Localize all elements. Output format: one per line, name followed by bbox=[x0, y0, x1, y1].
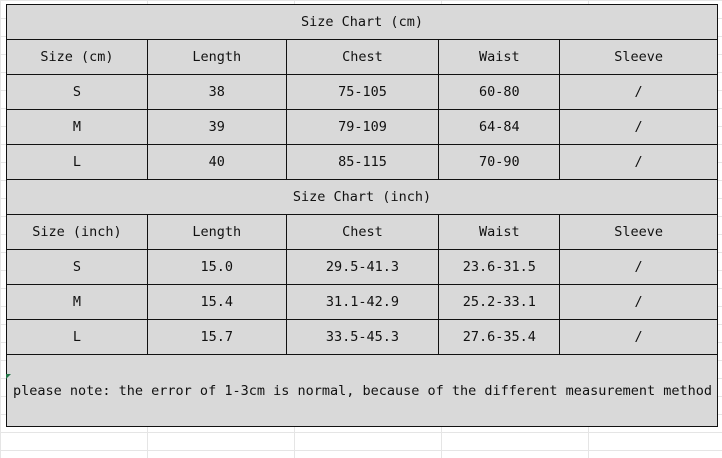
table-row: L 15.7 33.5-45.3 27.6-35.4/ bbox=[6, 319, 718, 355]
table-row: S 15.0 29.5-41.3 23.6-31.5/ bbox=[6, 249, 718, 285]
table-row: M 39 79-109 64-84/ bbox=[6, 109, 718, 145]
table-cell[interactable]: / bbox=[559, 74, 718, 110]
column-header[interactable]: Length bbox=[146, 39, 287, 75]
table-cell[interactable]: 25.2-33.1 bbox=[438, 284, 561, 320]
table-title[interactable]: Size Chart (inch) bbox=[6, 179, 718, 215]
header-row: Size (cm) Length Chest Waist Sleeve bbox=[6, 39, 718, 75]
table-cell[interactable]: 29.5-41.3 bbox=[285, 249, 440, 285]
table-cell[interactable]: 38 bbox=[146, 74, 287, 110]
header-row: Size (inch) Length Chest Waist Sleeve bbox=[6, 214, 718, 250]
table-cell[interactable]: 39 bbox=[146, 109, 287, 145]
table-cell[interactable]: / bbox=[559, 109, 718, 145]
title-row: Size Chart (cm) bbox=[6, 4, 718, 40]
note-text[interactable]: please note: the error of 1-3cm is norma… bbox=[6, 354, 718, 427]
table-cell[interactable]: 15.4 bbox=[146, 284, 287, 320]
table-cell[interactable]: S bbox=[6, 74, 148, 110]
table-cell[interactable]: / bbox=[559, 249, 718, 285]
table-cell[interactable]: L bbox=[6, 144, 148, 180]
table-cell[interactable]: / bbox=[559, 319, 718, 355]
column-header[interactable]: Chest bbox=[285, 214, 440, 250]
table-cell[interactable]: 15.0 bbox=[146, 249, 287, 285]
table-cell[interactable]: / bbox=[559, 144, 718, 180]
note-row: please note: the error of 1-3cm is norma… bbox=[6, 354, 718, 427]
column-header[interactable]: Size (inch) bbox=[6, 214, 148, 250]
column-header[interactable]: Length bbox=[146, 214, 287, 250]
table-cell[interactable]: 33.5-45.3 bbox=[285, 319, 440, 355]
table-cell[interactable]: 70-90 bbox=[438, 144, 561, 180]
table-cell[interactable]: 64-84 bbox=[438, 109, 561, 145]
table-cell[interactable]: 15.7 bbox=[146, 319, 287, 355]
cell-selection-marker bbox=[6, 374, 11, 379]
table-cell[interactable]: 75-105 bbox=[285, 74, 440, 110]
table-cell[interactable]: M bbox=[6, 284, 148, 320]
column-header[interactable]: Chest bbox=[285, 39, 440, 75]
table-cell[interactable]: L bbox=[6, 319, 148, 355]
table-cell[interactable]: / bbox=[559, 284, 718, 320]
table-cell[interactable]: 79-109 bbox=[285, 109, 440, 145]
size-chart-table: Size Chart (cm) Size (cm) Length Chest Waist… bbox=[6, 4, 718, 427]
column-header[interactable]: Size (cm) bbox=[6, 39, 148, 75]
table-row: S 38 75-105 60-80/ bbox=[6, 74, 718, 110]
table-cell[interactable]: 85-115 bbox=[285, 144, 440, 180]
column-header[interactable]: Sleeve bbox=[559, 214, 718, 250]
table-cell[interactable]: 60-80 bbox=[438, 74, 561, 110]
title-row: Size Chart (inch) bbox=[6, 179, 718, 215]
table-title[interactable]: Size Chart (cm) bbox=[6, 4, 718, 40]
table-row: M 15.4 31.1-42.9 25.2-33.1/ bbox=[6, 284, 718, 320]
table-cell[interactable]: S bbox=[6, 249, 148, 285]
column-header[interactable]: Sleeve bbox=[559, 39, 718, 75]
column-header[interactable]: Waist bbox=[438, 39, 561, 75]
table-cell[interactable]: 27.6-35.4 bbox=[438, 319, 561, 355]
table-cell[interactable]: 31.1-42.9 bbox=[285, 284, 440, 320]
table-row: L 40 85-115 70-90/ bbox=[6, 144, 718, 180]
table-cell[interactable]: M bbox=[6, 109, 148, 145]
table-cell[interactable]: 40 bbox=[146, 144, 287, 180]
column-header[interactable]: Waist bbox=[438, 214, 561, 250]
table-cell[interactable]: 23.6-31.5 bbox=[438, 249, 561, 285]
